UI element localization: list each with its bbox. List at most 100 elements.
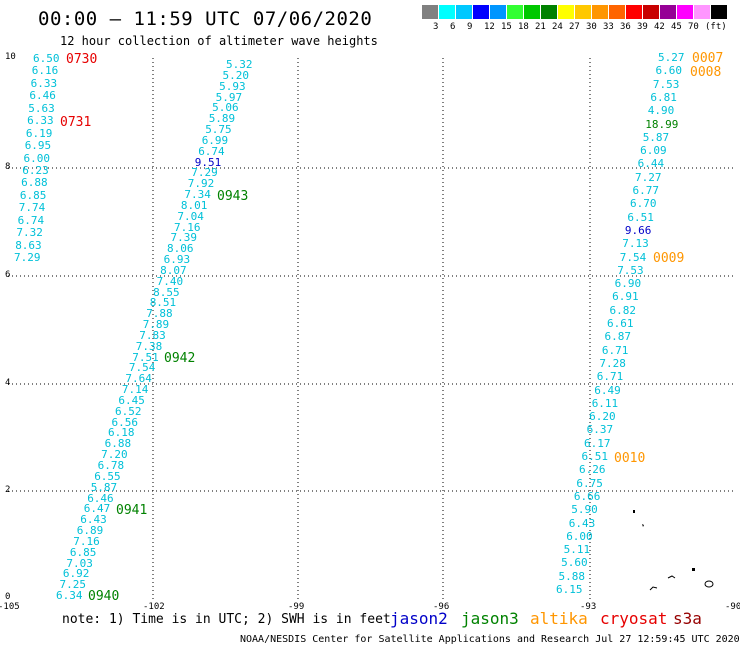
swh-value: 7.28 <box>599 356 626 370</box>
time-label-0007: 0007 <box>692 51 724 66</box>
swh-value: 7.89 <box>142 318 170 332</box>
swh-value: 7.88 <box>146 307 173 321</box>
swh-value: 5.89 <box>208 112 236 126</box>
color-scale-swatch <box>643 5 660 19</box>
swh-value: 5.87 <box>90 480 118 494</box>
coastline-islet <box>692 568 695 571</box>
swh-value: 6.37 <box>586 423 614 437</box>
swh-value: 7.53 <box>652 77 680 91</box>
color-scale-label: 3 <box>433 22 439 32</box>
swh-value: 5.90 <box>571 503 598 517</box>
color-scale-label: 45 <box>671 22 682 32</box>
swh-value: 5.97 <box>215 90 243 104</box>
swh-value: 6.89 <box>76 524 104 537</box>
swh-value: 7.51 <box>132 350 159 364</box>
y-tick-label: 2 <box>5 485 11 495</box>
color-scale-swatch <box>660 5 677 19</box>
swh-value: 6.50 <box>33 52 60 65</box>
swh-value: 6.74 <box>198 144 225 158</box>
swh-value: 8.07 <box>160 263 187 277</box>
swh-value: 6.46 <box>29 89 56 103</box>
swh-value: 6.88 <box>21 176 48 190</box>
swh-value: 7.54 <box>128 361 156 375</box>
color-scale-swatch <box>592 5 609 19</box>
time-label-0731: 0731 <box>60 115 92 130</box>
color-scale-label: 30 <box>586 22 597 32</box>
swh-value: 7.27 <box>635 170 662 184</box>
x-tick-label: -105 <box>0 602 20 612</box>
swh-value: 6.47 <box>83 502 111 516</box>
swh-value: 6.95 <box>24 139 52 153</box>
color-scale-swatch <box>711 5 728 19</box>
coastline-fragment <box>667 575 676 579</box>
color-scale-swatch <box>490 5 507 19</box>
color-scale-swatch <box>626 5 643 19</box>
color-scale-label: 27 <box>569 22 580 32</box>
swh-value: 6.34 <box>56 589 83 602</box>
color-scale-swatch <box>473 5 490 19</box>
swh-value: 8.06 <box>167 242 194 256</box>
swh-value: 5.20 <box>222 68 250 82</box>
swh-value: 5.93 <box>219 79 246 93</box>
swh-value: 6.43 <box>80 513 107 527</box>
swh-value: 6.70 <box>630 197 657 211</box>
y-tick-label: 6 <box>5 270 11 280</box>
y-tick-label: 0 <box>5 592 11 602</box>
coastline-islet <box>642 524 644 527</box>
swh-value: 6.20 <box>589 410 616 424</box>
x-tick-label: -90 <box>725 602 740 612</box>
y-tick-label: 10 <box>5 52 16 62</box>
swh-value: 6.26 <box>579 463 606 477</box>
swh-value: 6.55 <box>94 469 121 483</box>
swh-value: 6.49 <box>594 383 621 397</box>
swh-value: 6.51 <box>581 450 609 463</box>
time-label-0009: 0009 <box>653 251 685 266</box>
swh-value: 6.33 <box>30 76 58 90</box>
time-label-0943: 0943 <box>217 189 249 204</box>
swh-value: 6.92 <box>62 567 90 581</box>
color-scale-bar <box>422 5 728 19</box>
swh-value: 6.99 <box>201 133 229 147</box>
swh-value: 5.11 <box>563 543 591 557</box>
color-scale-swatch <box>575 5 592 19</box>
coastline-fragment <box>649 586 658 591</box>
swh-value: 5.88 <box>558 569 586 583</box>
page-subtitle: 12 hour collection of altimeter wave hei… <box>60 34 378 48</box>
color-scale-label: 21 <box>535 22 546 32</box>
swh-value: 7.39 <box>170 231 198 245</box>
y-tick-label: 8 <box>5 162 11 172</box>
legend-jason3: jason3 <box>461 609 519 628</box>
footnote: note: 1) Time is in UTC; 2) SWH is in fe… <box>62 612 391 627</box>
color-scale-label: 9 <box>467 22 473 32</box>
color-scale-label: 15 <box>501 22 512 32</box>
swh-value: 6.11 <box>591 396 619 410</box>
swh-value: 7.32 <box>16 226 43 240</box>
x-tick-label: -96 <box>433 602 450 612</box>
swh-value: 5.63 <box>28 101 55 115</box>
swh-value: 7.34 <box>184 188 211 201</box>
color-scale-swatch <box>694 5 711 19</box>
swh-value: 6.09 <box>640 144 667 158</box>
time-label-0940: 0940 <box>88 589 120 604</box>
swh-value: 6.85 <box>19 188 47 202</box>
color-scale-swatch <box>422 5 439 19</box>
swh-value: 6.60 <box>655 64 683 78</box>
y-tick-label: 4 <box>5 378 11 388</box>
swh-value: 7.04 <box>177 209 204 223</box>
swh-value: 6.56 <box>111 415 139 429</box>
swh-value: 8.63 <box>15 238 42 252</box>
swh-value: 5.75 <box>205 123 232 136</box>
color-scale-label: 18 <box>518 22 529 32</box>
swh-value: 5.60 <box>561 556 588 570</box>
swh-value: 6.91 <box>612 290 639 304</box>
color-scale-label: 24 <box>552 22 563 32</box>
color-scale-labels: 3 6 9 12 15 18 21 24 27 30 33 36 39 42 45 70 (ft) <box>422 22 740 34</box>
swh-value: 6.85 <box>69 545 97 559</box>
color-scale-label: (ft) <box>705 22 727 32</box>
color-scale-swatch <box>456 5 473 19</box>
swh-value: 7.20 <box>101 448 128 462</box>
time-label-0730: 0730 <box>66 52 98 67</box>
swh-value: 6.43 <box>568 516 596 530</box>
swh-value: 6.51 <box>627 210 654 224</box>
